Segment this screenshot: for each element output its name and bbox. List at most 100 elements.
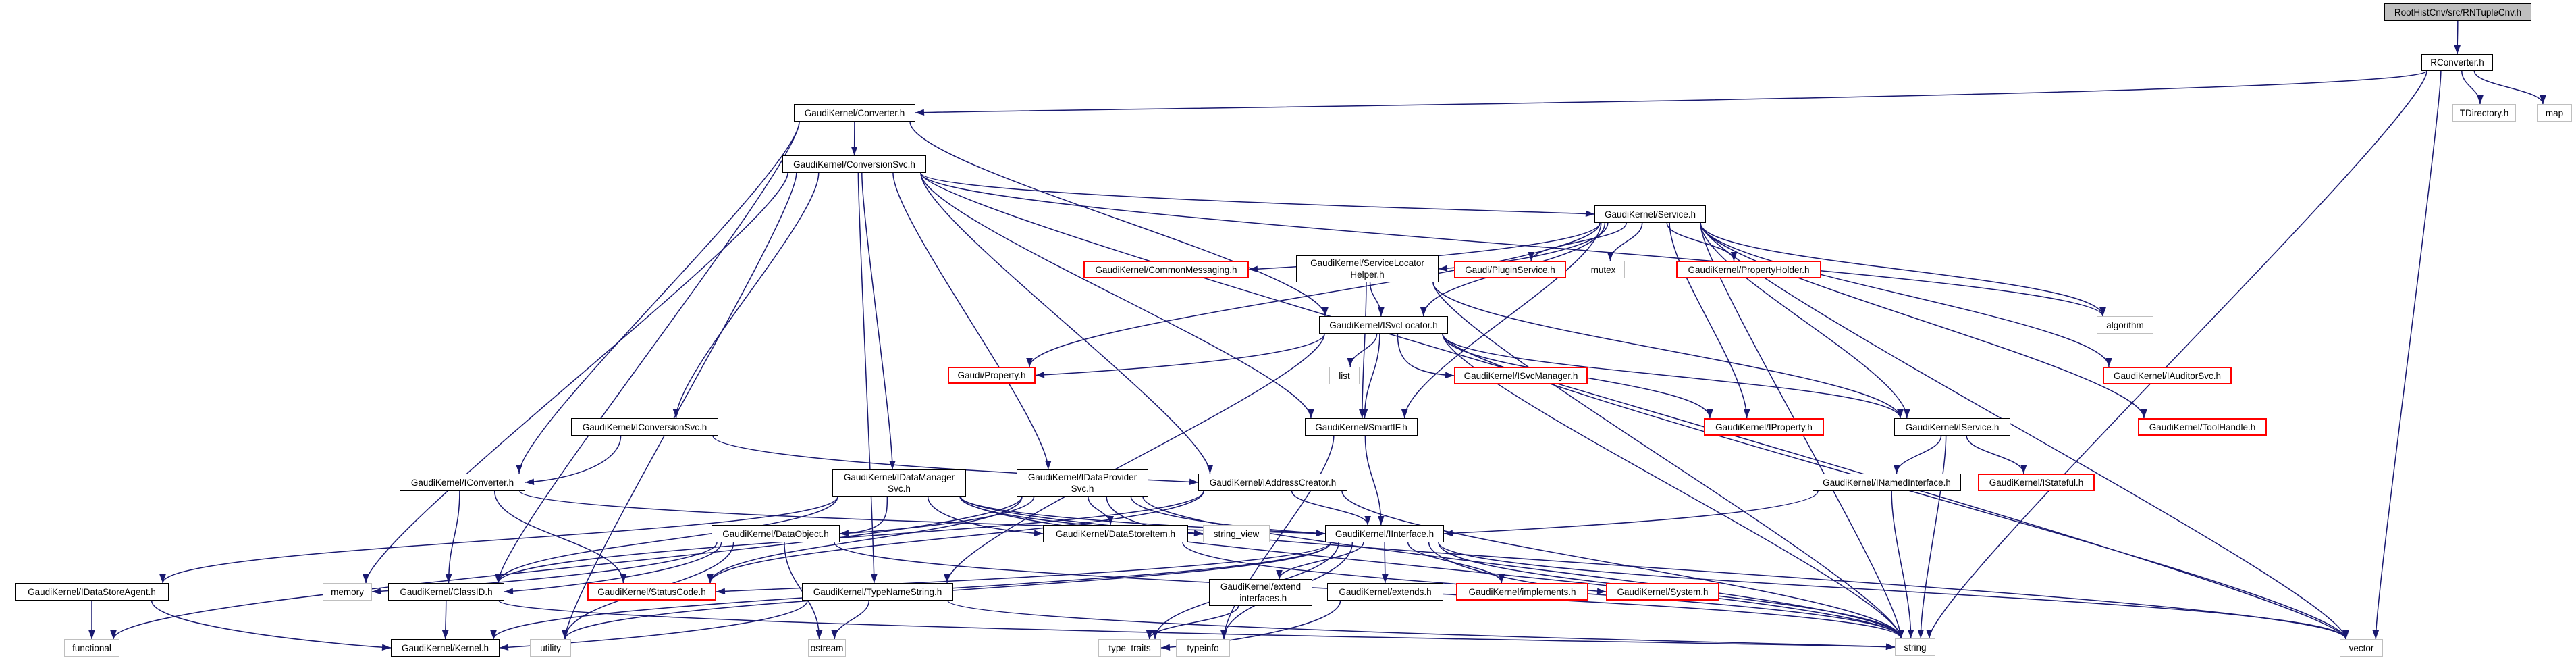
- arrowhead-iconv-statcode: [620, 574, 627, 583]
- node-typetraits: type_traits: [1098, 639, 1161, 657]
- node-iprop[interactable]: GaudiKernel/IProperty.h: [1704, 418, 1824, 436]
- node-system[interactable]: GaudiKernel/System.h: [1606, 583, 1719, 601]
- edge-slh-isvc: [1432, 282, 1901, 419]
- edge-isvcloc-isvcmgr: [1397, 333, 1455, 376]
- node-gprop[interactable]: Gaudi/Property.h: [948, 367, 1036, 384]
- edge-convsvc-memory: [365, 172, 788, 584]
- edge-svc-isvc: [1700, 222, 1908, 419]
- node-isvcmgr[interactable]: GaudiKernel/ISvcManager.h: [1454, 367, 1588, 384]
- arrowhead-isvc-inamed: [1893, 465, 1900, 474]
- node-extends[interactable]: GaudiKernel/extends.h: [1327, 583, 1443, 601]
- edge-conv-classid: [498, 121, 800, 584]
- arrowhead-svc-commsg: [1249, 265, 1258, 273]
- node-plugin[interactable]: Gaudi/PluginService.h: [1454, 261, 1566, 278]
- node-typens[interactable]: GaudiKernel/TypeNameString.h: [802, 583, 953, 601]
- edge-idsa-kernel: [151, 600, 392, 649]
- arrowhead-convsvc-svc: [1585, 210, 1594, 218]
- arrowhead-isvcloc-gprop: [1036, 371, 1045, 378]
- arrowhead-isvcloc-typens: [944, 574, 950, 583]
- node-idsa[interactable]: GaudiKernel/IDataStoreAgent.h: [15, 583, 169, 601]
- edge-convsvc-utility: [564, 172, 797, 640]
- node-isvcloc[interactable]: GaudiKernel/ISvcLocator.h: [1319, 316, 1448, 334]
- arrowhead-smartif-iintf: [1378, 516, 1385, 525]
- node-string: string: [1895, 638, 1935, 656]
- edge-idmsvc-dataobj: [839, 496, 888, 534]
- edge-convsvc-idpsvc: [892, 172, 1049, 470]
- node-tdir: TDirectory.h: [2452, 104, 2516, 122]
- node-svc[interactable]: GaudiKernel/Service.h: [1594, 205, 1706, 223]
- arrowhead-idsa-functional: [88, 630, 95, 639]
- edge-iintf-vector: [1438, 542, 2346, 640]
- node-inamed[interactable]: GaudiKernel/INamedInterface.h: [1813, 474, 1961, 491]
- node-istateful[interactable]: GaudiKernel/IStateful.h: [1978, 474, 2095, 491]
- arrowhead-convsvc-idpsvc: [1045, 461, 1052, 469]
- node-isvc[interactable]: GaudiKernel/IService.h: [1894, 418, 2010, 436]
- arrowhead-svc-iaudsvc: [2105, 358, 2112, 367]
- arrowhead-svc-mutex: [1607, 252, 1614, 261]
- node-statcode[interactable]: GaudiKernel/StatusCode.h: [587, 583, 716, 601]
- arrowhead-conv-convsvc: [851, 147, 858, 155]
- node-iaudsvc[interactable]: GaudiKernel/IAuditorSvc.h: [2103, 367, 2232, 384]
- node-iconvsvc[interactable]: GaudiKernel/IConversionSvc.h: [571, 418, 718, 436]
- node-implements[interactable]: GaudiKernel/implements.h: [1456, 583, 1588, 601]
- node-ph[interactable]: GaudiKernel/PropertyHolder.h: [1676, 261, 1821, 278]
- node-idpsvc[interactable]: GaudiKernel/IDataProvider Svc.h: [1017, 469, 1148, 497]
- arrowhead-iconvsvc-iconv: [525, 478, 535, 486]
- node-conv[interactable]: GaudiKernel/Converter.h: [794, 104, 915, 122]
- node-map: map: [2537, 104, 2572, 122]
- arrowhead-classid-kernel: [441, 630, 449, 639]
- arrowhead-iintf-extintf: [1276, 570, 1283, 579]
- arrowhead-conv-isvcloc: [1322, 307, 1329, 316]
- arrowhead-iconvsvc-iaddr: [1189, 478, 1198, 486]
- node-rconv[interactable]: RConverter.h: [2421, 54, 2493, 71]
- node-slh[interactable]: GaudiKernel/ServiceLocator Helper.h: [1296, 255, 1439, 282]
- arrowhead-idpsvc-strview: [1193, 530, 1203, 537]
- edge-convsvc-algo: [920, 172, 2103, 317]
- edge-convsvc-svc: [920, 172, 1595, 215]
- edge-idmsvc-classid: [498, 496, 838, 584]
- node-idmsvc[interactable]: GaudiKernel/IDataManager Svc.h: [832, 469, 966, 497]
- arrowhead-iaddr-statcode: [707, 574, 714, 583]
- arrowhead-isvcloc-smartif: [1361, 409, 1368, 418]
- arrowhead-idpsvc-dsitem: [1107, 516, 1114, 525]
- arrowhead-slh-isvcloc: [1378, 307, 1385, 316]
- edge-convsvc-iaddr: [920, 172, 1211, 474]
- edge-idpsvc-statcode: [709, 496, 1023, 584]
- edge-svc-iprop: [1669, 222, 1748, 419]
- edge-dataobj-classid: [504, 542, 722, 592]
- node-convsvc[interactable]: GaudiKernel/ConversionSvc.h: [782, 155, 926, 173]
- arrowhead-svc-slh: [1439, 265, 1448, 272]
- node-commsg[interactable]: GaudiKernel/CommonMessaging.h: [1083, 261, 1249, 278]
- node-classid[interactable]: GaudiKernel/ClassID.h: [388, 583, 504, 601]
- node-mutex: mutex: [1582, 261, 1625, 278]
- node-list: list: [1329, 367, 1360, 384]
- edge-svc-plugin: [1530, 222, 1627, 261]
- arrowhead-isvcloc-list: [1347, 358, 1353, 367]
- node-dsitem[interactable]: GaudiKernel/DataStoreItem.h: [1043, 525, 1188, 542]
- node-kernel[interactable]: GaudiKernel/Kernel.h: [391, 639, 500, 657]
- node-smartif[interactable]: GaudiKernel/SmartIF.h: [1305, 418, 1418, 436]
- arrowhead-svc-isvc: [1904, 409, 1910, 418]
- edge-iintf-statcode: [716, 542, 1331, 592]
- arrowhead-iintf-extends: [1382, 574, 1389, 583]
- node-root: RootHistCnv/src/RNTupleCnv.h: [2384, 3, 2531, 21]
- arrowhead-typens-ostream: [831, 630, 838, 639]
- edge-rconv-map: [2473, 70, 2544, 105]
- edge-isvcloc-typens: [946, 333, 1325, 584]
- node-iintf[interactable]: GaudiKernel/IInterface.h: [1325, 525, 1444, 542]
- arrowhead-extintf-typetraits: [1146, 630, 1153, 639]
- edge-classid-string: [498, 600, 1896, 648]
- arrowhead-iconv-classid: [445, 574, 452, 583]
- node-vector: vector: [2340, 639, 2383, 657]
- arrowhead-isvcloc-isvc: [1897, 409, 1904, 418]
- node-iaddr[interactable]: GaudiKernel/IAddressCreator.h: [1198, 474, 1347, 491]
- node-dataobj[interactable]: GaudiKernel/DataObject.h: [712, 525, 840, 542]
- node-extintf[interactable]: GaudiKernel/extend _interfaces.h: [1209, 579, 1312, 606]
- arrowhead-isvc-string: [1917, 630, 1925, 638]
- edge-rconv-conv: [915, 70, 2427, 113]
- node-iconv[interactable]: GaudiKernel/IConverter.h: [400, 474, 525, 491]
- edge-svc-algo: [1700, 222, 2103, 317]
- node-toolh[interactable]: GaudiKernel/ToolHandle.h: [2138, 418, 2267, 436]
- arrowhead-rconv-conv: [915, 109, 925, 116]
- arrowhead-idmsvc-dsitem: [1034, 530, 1043, 537]
